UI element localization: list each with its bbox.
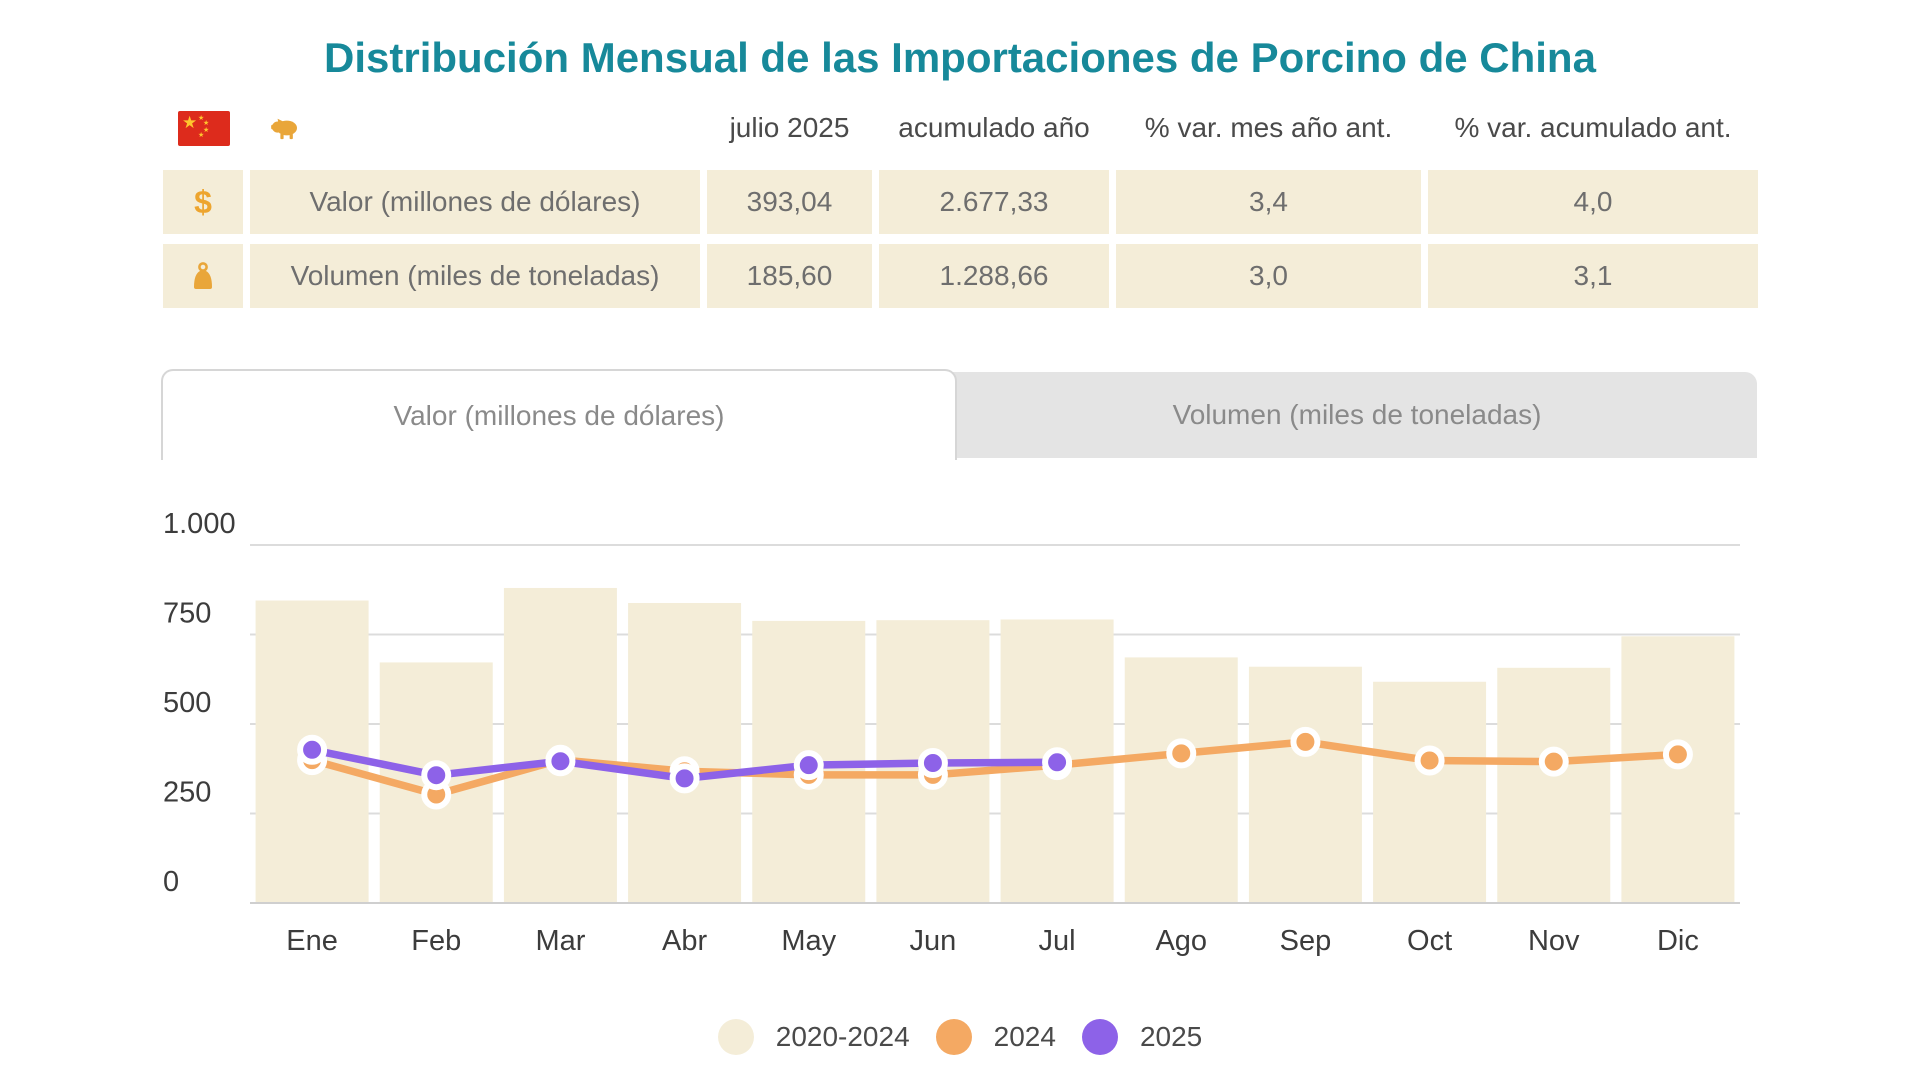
china-flag-icon: ★ ★ ★ ★ ★: [163, 110, 243, 146]
bar-Ago: [1124, 657, 1238, 903]
col-header-acumulado: acumulado año: [898, 112, 1090, 143]
volumen-acumulado: 1.288,66: [879, 244, 1109, 308]
point-2025-Ene: [297, 734, 328, 765]
monthly-imports-chart: 1.000 750 500 250 0 Ene Feb Mar Abr May Jun Jul Ago S…: [163, 508, 1740, 957]
bar-Sep: [1248, 666, 1362, 903]
point-2025-May: [793, 750, 824, 781]
col-header-var-mes: % var. mes año ant.: [1144, 112, 1393, 143]
valor-var-mes: 3,4: [1116, 170, 1421, 234]
x-label-Jun: Jun: [910, 925, 957, 957]
point-2024-Ago: [1166, 738, 1197, 769]
bar-Oct: [1373, 681, 1487, 903]
svg-text:★: ★: [198, 114, 204, 122]
point-2024-Nov: [1538, 746, 1569, 777]
legend-dot-icon: [1081, 1019, 1118, 1055]
legend-item-2020-2024[interactable]: 2020-2024: [717, 1019, 910, 1055]
x-label-Ago: Ago: [1155, 925, 1207, 957]
chart-legend: 2020-2024 2024 2025: [0, 1012, 1920, 1062]
y-tick-750: 750: [163, 598, 211, 630]
y-tick-1.000: 1.000: [163, 508, 236, 540]
row-label-volumen: Volumen (miles de toneladas): [250, 244, 700, 308]
x-label-Ene: Ene: [286, 925, 338, 957]
point-2025-Abr: [669, 763, 700, 794]
valor-var-acumulado: 4,0: [1428, 170, 1758, 234]
x-label-May: May: [781, 925, 836, 957]
x-label-Oct: Oct: [1407, 925, 1452, 957]
legend-dot-icon: [717, 1019, 754, 1055]
legend-label: 2020-2024: [775, 1021, 910, 1052]
x-label-Mar: Mar: [535, 925, 585, 957]
bar-Nov: [1497, 667, 1611, 903]
row-label-valor: Valor (millones de dólares): [250, 170, 700, 234]
point-2025-Mar: [545, 746, 576, 777]
y-tick-500: 500: [163, 687, 211, 719]
svg-text:★: ★: [198, 131, 204, 139]
svg-text:★: ★: [203, 126, 209, 134]
x-label-Dic: Dic: [1657, 925, 1699, 957]
table-row-valor: $ Valor (millones de dólares) 393,04 2.6…: [163, 170, 1758, 234]
pig-icon: [250, 116, 700, 140]
weight-icon: [163, 244, 243, 308]
x-label-Jul: Jul: [1039, 925, 1076, 957]
volumen-julio: 185,60: [707, 244, 872, 308]
dollar-icon: $: [163, 170, 243, 234]
page-title: Distribución Mensual de las Importacione…: [324, 34, 1596, 81]
chart-tabs: Valor (millones de dólares) Volumen (mil…: [161, 369, 1757, 460]
legend-label: 2025: [1139, 1021, 1203, 1052]
x-label-Nov: Nov: [1528, 925, 1580, 957]
volumen-var-acumulado: 3,1: [1428, 244, 1758, 308]
legend-item-2024[interactable]: 2024: [935, 1019, 1056, 1055]
valor-acumulado: 2.677,33: [879, 170, 1109, 234]
point-2025-Jul: [1042, 747, 1073, 778]
bar-Abr: [628, 602, 742, 903]
svg-text:★: ★: [203, 119, 209, 127]
point-2025-Feb: [421, 760, 452, 791]
col-header-var-acumulado: % var. acumulado ant.: [1454, 112, 1732, 143]
point-2025-Jun: [917, 748, 948, 779]
valor-julio: 393,04: [707, 170, 872, 234]
table-row-volumen: Volumen (miles de toneladas) 185,60 1.28…: [163, 244, 1758, 308]
col-header-julio-2025: julio 2025: [729, 112, 850, 143]
bar-Dic: [1621, 636, 1735, 903]
point-2024-Dic: [1662, 739, 1693, 770]
tab-valor[interactable]: Valor (millones de dólares): [161, 369, 957, 460]
y-tick-250: 250: [163, 777, 211, 809]
tab-volumen[interactable]: Volumen (miles de toneladas): [1172, 399, 1542, 430]
x-label-Abr: Abr: [662, 925, 707, 957]
x-label-Sep: Sep: [1280, 925, 1332, 957]
x-label-Feb: Feb: [411, 925, 461, 957]
point-2024-Sep: [1290, 726, 1321, 757]
legend-label: 2024: [993, 1021, 1056, 1052]
legend-dot-icon: [935, 1019, 972, 1055]
table-header-row: ★ ★ ★ ★ ★ julio 2025 acumulado año % var…: [163, 96, 1757, 160]
summary-table: ★ ★ ★ ★ ★ julio 2025 acumulado año % var…: [163, 96, 1758, 308]
legend-item-2025[interactable]: 2025: [1081, 1019, 1203, 1055]
svg-text:★: ★: [182, 113, 197, 132]
volumen-var-mes: 3,0: [1116, 244, 1421, 308]
point-2024-Oct: [1414, 745, 1445, 776]
y-tick-0: 0: [163, 866, 179, 898]
